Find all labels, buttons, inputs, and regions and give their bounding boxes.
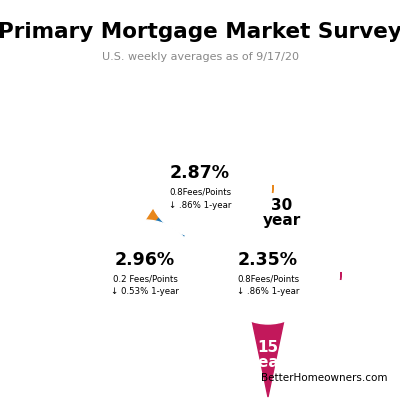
Text: g: g [222, 218, 233, 229]
Text: t: t [98, 314, 108, 324]
Text: e: e [155, 328, 162, 339]
Text: M: M [264, 205, 274, 214]
Text: e: e [197, 117, 203, 127]
Text: a: a [191, 303, 202, 313]
Text: e: e [122, 327, 130, 337]
Text: t: t [244, 207, 251, 218]
Text: a: a [293, 211, 303, 222]
Circle shape [148, 133, 252, 237]
Text: A: A [80, 287, 90, 296]
Text: e: e [280, 206, 288, 217]
Text: j: j [86, 300, 95, 307]
Text: M: M [166, 324, 177, 335]
Text: M: M [209, 118, 220, 129]
Text: i: i [144, 145, 153, 152]
Text: 2.35%: 2.35% [238, 251, 298, 269]
Text: g: g [187, 308, 198, 319]
Text: 2.96%: 2.96% [115, 251, 175, 269]
Text: ↓ .86% 1-year: ↓ .86% 1-year [237, 287, 299, 297]
Text: t: t [183, 314, 192, 323]
Text: Primary Mortgage Market Survey: Primary Mortgage Market Survey [0, 22, 400, 42]
Text: a: a [241, 137, 252, 148]
Text: ↓ .86% 1-year: ↓ .86% 1-year [169, 201, 231, 209]
Text: r: r [251, 205, 258, 215]
Text: e: e [250, 150, 261, 160]
Text: R: R [173, 121, 183, 131]
Text: t: t [150, 330, 155, 339]
Text: 0.8Fees/Points: 0.8Fees/Points [169, 187, 231, 197]
Text: 15
year: 15 year [249, 340, 287, 370]
Text: r: r [178, 318, 187, 327]
Text: R: R [135, 330, 143, 339]
Text: 0.8Fees/Points: 0.8Fees/Points [237, 275, 299, 283]
Text: g: g [236, 132, 247, 143]
Text: a: a [103, 318, 113, 328]
Text: 30
year: 30 year [263, 198, 301, 228]
Text: o: o [258, 205, 266, 214]
Text: s: s [93, 310, 103, 319]
Text: i: i [322, 247, 332, 253]
Text: a: a [181, 119, 189, 129]
Text: d: d [310, 225, 321, 236]
Text: l: l [116, 325, 123, 334]
Text: b: b [109, 321, 119, 332]
Text: e: e [198, 292, 208, 301]
Text: F: F [324, 253, 334, 261]
Text: g: g [235, 210, 245, 221]
Polygon shape [122, 164, 208, 285]
Text: g: g [195, 298, 206, 307]
Text: d: d [159, 127, 170, 139]
Text: x: x [319, 238, 330, 248]
Circle shape [216, 220, 320, 324]
Text: t: t [288, 209, 295, 219]
Text: F: F [139, 150, 150, 160]
Text: 0.2 Fees/Points: 0.2 Fees/Points [112, 275, 178, 283]
Text: BetterHomeowners.com: BetterHomeowners.com [262, 373, 388, 383]
Text: d: d [82, 293, 93, 302]
Text: t: t [231, 128, 240, 138]
Text: o: o [172, 321, 182, 332]
Text: a: a [229, 214, 239, 224]
Text: e: e [153, 132, 164, 143]
Text: ↓ 0.53% 1-year: ↓ 0.53% 1-year [111, 287, 179, 297]
Text: e: e [217, 223, 228, 234]
Text: u: u [89, 304, 100, 314]
Text: R: R [299, 215, 310, 226]
Text: r: r [225, 124, 233, 134]
Text: x: x [148, 137, 159, 148]
Polygon shape [242, 272, 294, 397]
Text: a: a [143, 330, 148, 339]
Text: 2.87%: 2.87% [170, 164, 230, 182]
Polygon shape [340, 272, 341, 280]
Polygon shape [272, 185, 273, 193]
Text: o: o [218, 121, 227, 131]
Polygon shape [112, 167, 218, 273]
Text: U.S. weekly averages as of 9/17/20: U.S. weekly averages as of 9/17/20 [102, 52, 298, 62]
Text: t: t [190, 118, 195, 127]
Text: e: e [315, 232, 326, 242]
Circle shape [93, 220, 197, 324]
Text: g: g [246, 143, 257, 154]
Text: 5/1
year: 5/1 year [68, 202, 106, 232]
